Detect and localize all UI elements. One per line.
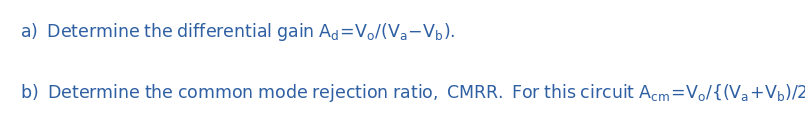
- Text: $\mathsf{b)\;\;Determine\;the\;common\;mode\;rejection\;ratio,\;CMRR.\;For\;this: $\mathsf{b)\;\;Determine\;the\;common\;m…: [20, 81, 805, 103]
- Text: $\mathsf{a)\;\;Determine\;the\;differential\;gain\;A_{d}\!=\!V_{o}/(V_{a}\!-\!V_: $\mathsf{a)\;\;Determine\;the\;different…: [20, 21, 456, 42]
